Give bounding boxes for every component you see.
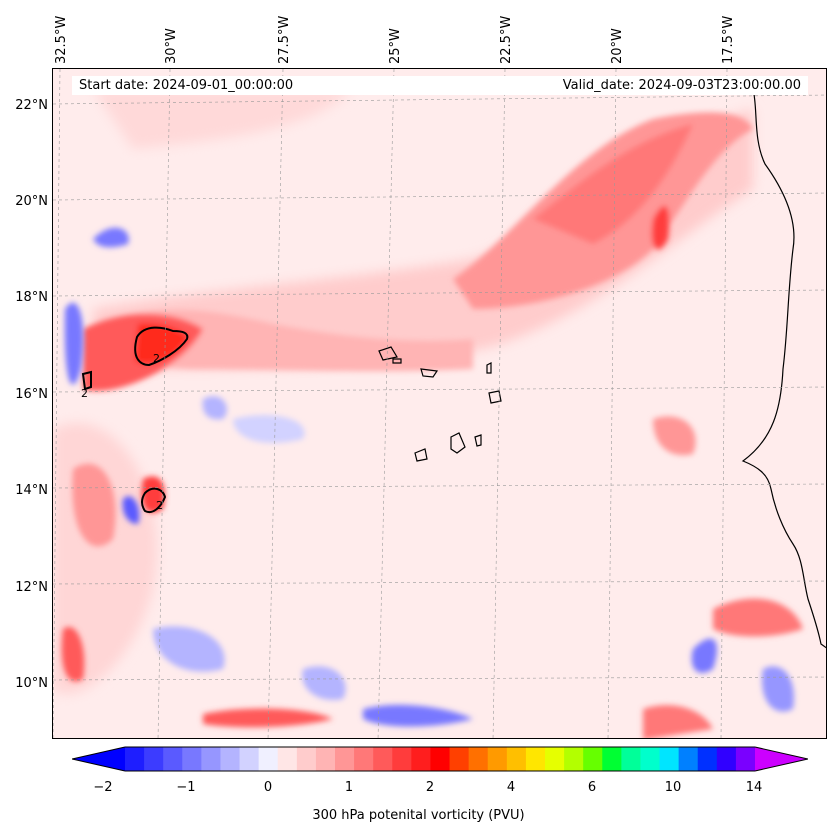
date-info-bar: Start date: 2024-09-01_00:00:00 Valid_da… [72, 76, 808, 95]
colorbar-extend-max [755, 747, 808, 771]
lat-label-20n: 20°N [15, 194, 48, 209]
colorbar-segment [354, 747, 374, 771]
lat-label-14n: 14°N [15, 483, 48, 498]
colorbar-segment [125, 747, 145, 771]
colorbar-tick: 14 [745, 780, 763, 795]
contour-label-2: 2 [81, 387, 88, 400]
colorbar-segment [640, 747, 661, 771]
colorbar-segment [373, 747, 393, 771]
colorbar-label: 300 hPa potenital vorticity (PVU) [312, 808, 525, 823]
colorbar-segment [296, 747, 317, 771]
colorbar-segment [602, 747, 622, 771]
colorbar-tick: 10 [664, 780, 682, 795]
colorbar-extend-min [72, 747, 125, 771]
colorbar-segment [659, 747, 680, 771]
lat-label-22n: 22°N [15, 98, 48, 113]
lat-label-16n: 16°N [15, 387, 48, 402]
colorbar-segment [163, 747, 183, 771]
colorbar-segment [182, 747, 202, 771]
lat-label-18n: 18°N [15, 290, 48, 305]
colorbar-segment [315, 747, 336, 771]
colorbar-tick: 4 [506, 780, 516, 795]
colorbar-segment [583, 747, 603, 771]
colorbar-segment [411, 747, 431, 771]
coastline [378, 88, 826, 649]
lon-label-17-5w: 17.5°W [721, 15, 736, 64]
colorbar-segment [258, 747, 279, 771]
pv-2-contours [81, 326, 189, 513]
lon-label-20w: 20°W [610, 28, 625, 64]
lon-label-27-5w: 27.5°W [277, 15, 292, 64]
colorbar-segment [335, 747, 355, 771]
colorbar-segment [449, 747, 470, 771]
lat-label-10n: 10°N [15, 676, 48, 691]
colorbar-segment [239, 747, 260, 771]
contour-label-2: 2 [153, 352, 160, 365]
lat-label-12n: 12°N [15, 580, 48, 595]
colorbar-segment [716, 747, 737, 771]
colorbar-tick: 2 [425, 780, 435, 795]
colorbar-segment [220, 747, 241, 771]
colorbar-segment [487, 747, 508, 771]
colorbar-tick: 1 [344, 780, 354, 795]
colorbar-segment [506, 747, 527, 771]
colorbar-segment [144, 747, 164, 771]
colorbar-segment [735, 747, 756, 771]
colorbar-segment [392, 747, 412, 771]
pv-streamer [61, 112, 803, 738]
lon-label-22-5w: 22.5°W [499, 15, 514, 64]
colorbar-segment [545, 747, 565, 771]
valid-date: Valid_date: 2024-09-03T23:00:00.00 [562, 78, 801, 93]
colorbar-segment [277, 747, 298, 771]
colorbar-tick: −1 [176, 780, 196, 795]
colorbar-segment [621, 747, 641, 771]
colorbar-tick: 0 [263, 780, 273, 795]
lon-label-32-5w: 32.5°W [54, 15, 69, 64]
colorbar-tick: −2 [93, 780, 113, 795]
start-date: Start date: 2024-09-01_00:00:00 [79, 78, 294, 93]
contour-label-2: 2 [156, 499, 163, 512]
colorbar-tick: 6 [587, 780, 597, 795]
pv-map: 2 2 2 [52, 68, 827, 739]
colorbar-segment [201, 747, 221, 771]
gridlines [53, 69, 826, 738]
colorbar-segment [678, 747, 699, 771]
colorbar-segment [564, 747, 584, 771]
colorbar-segment [430, 747, 451, 771]
lon-label-30w: 30°W [164, 28, 179, 64]
pv-field [53, 69, 826, 738]
colorbar-segment [525, 747, 546, 771]
lon-label-25w: 25°W [388, 28, 403, 64]
colorbar-segment [697, 747, 718, 771]
colorbar [72, 746, 808, 772]
colorbar-segment [468, 747, 489, 771]
pv-negative-patches [64, 227, 794, 727]
